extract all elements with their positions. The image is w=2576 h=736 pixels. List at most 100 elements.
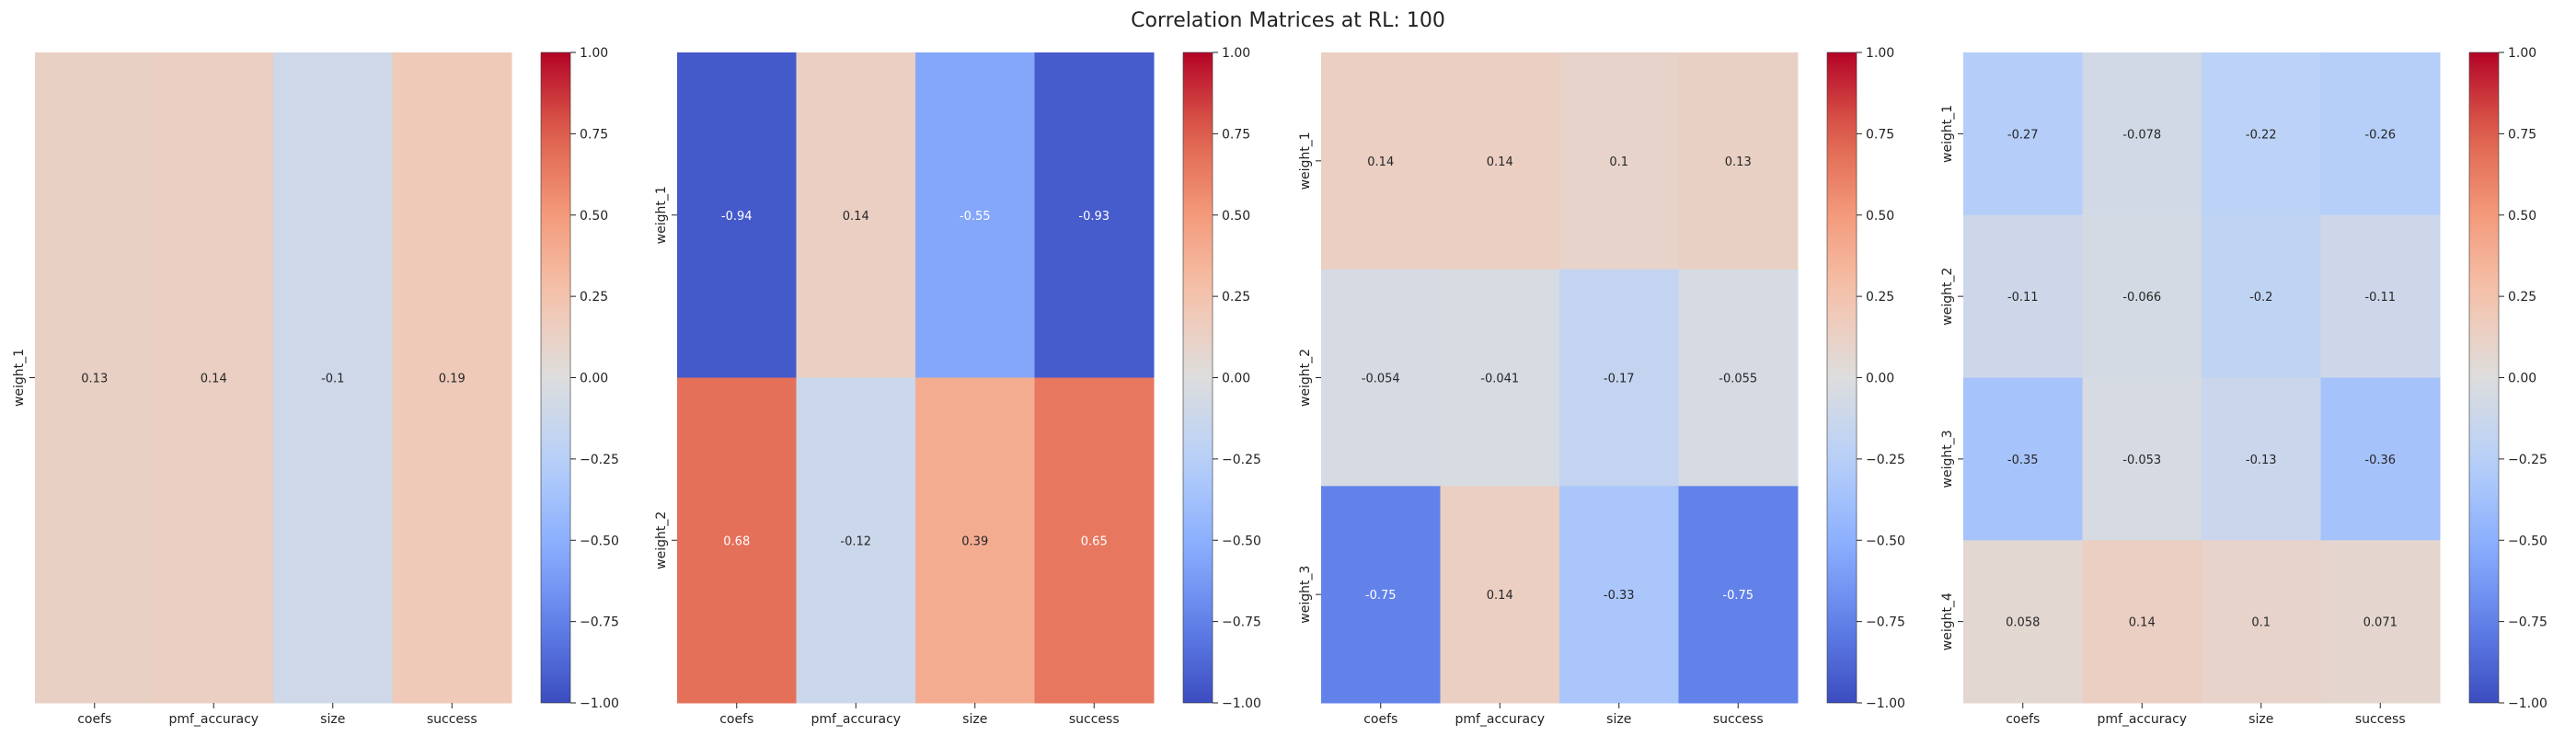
heatmap-cell (1321, 486, 1441, 704)
colorbar-tick-label: −0.25 (1866, 453, 1905, 467)
heatmap-cell (1440, 269, 1560, 487)
heatmap-cell (2082, 52, 2202, 216)
colorbar-tick-label: −0.50 (1222, 534, 1261, 548)
colorbar-tick-label: 0.50 (1866, 209, 1894, 224)
colorbar-tick-label: 0.50 (1222, 209, 1250, 224)
cell-value-label: -0.1 (321, 373, 344, 386)
heatmap-cell (1559, 52, 1679, 270)
heatmap-cell (915, 52, 1035, 378)
cell-value-label: -0.36 (2364, 454, 2396, 467)
cell-value-label: 0.1 (2251, 616, 2271, 630)
cell-value-label: -0.93 (1078, 210, 1110, 224)
cell-value-label: 0.1 (1609, 155, 1628, 169)
cell-value-label: -0.26 (2364, 128, 2396, 142)
heatmap-cell (2320, 214, 2441, 378)
cell-value-label: -0.12 (840, 535, 871, 548)
heatmap-cell (1321, 269, 1441, 487)
colorbar-tick-label: −0.25 (1222, 453, 1261, 467)
cell-value-label: 0.19 (439, 373, 466, 386)
colorbar-tick-label: −0.50 (1866, 534, 1905, 548)
cell-value-label: -0.054 (1362, 373, 1400, 386)
cell-value-label: -0.11 (2364, 291, 2396, 305)
heatmap-cell (1440, 486, 1560, 704)
colorbar-tick-label: −1.00 (1222, 696, 1261, 711)
colorbar-tick-label: 0.75 (1866, 127, 1894, 142)
cell-value-label: -0.055 (1719, 373, 1757, 386)
x-tick-label: pmf_accuracy (168, 712, 259, 727)
heatmap-cell (1559, 269, 1679, 487)
heatmap-cell (1678, 269, 1799, 487)
y-tick-label: weight_1 (654, 186, 669, 244)
heatmap-cell (2320, 377, 2441, 541)
heatmap-cell (1678, 486, 1799, 704)
x-tick-label: success (1069, 712, 1120, 727)
cell-value-label: 0.14 (1367, 155, 1394, 169)
cell-value-label: 0.071 (2363, 616, 2398, 630)
heatmap-cell (796, 52, 916, 378)
y-tick-label: weight_2 (1940, 268, 1955, 326)
x-tick-label: pmf_accuracy (2097, 712, 2187, 727)
heatmap-cell (1034, 377, 1155, 704)
colorbar-tick-label: −0.75 (1222, 615, 1261, 630)
x-tick-label: coefs (1363, 712, 1397, 727)
x-tick-label: pmf_accuracy (811, 712, 901, 727)
heatmap-cell (1678, 52, 1799, 270)
y-tick-label: weight_3 (1940, 430, 1955, 488)
y-tick-label: weight_1 (1298, 132, 1313, 190)
colorbar (541, 52, 570, 703)
heatmap-cell (1963, 52, 2083, 216)
heatmap-cell (796, 377, 916, 704)
heatmap-cell (2202, 377, 2321, 541)
y-tick-label: weight_2 (1298, 349, 1313, 407)
y-tick-label: weight_1 (12, 349, 27, 407)
heatmap-cell (2202, 52, 2321, 216)
colorbar-tick-label: −0.25 (580, 453, 619, 467)
heatmap-cell (1321, 52, 1441, 270)
colorbar-tick-label: −0.75 (1866, 615, 1905, 630)
heatmap-cell (2202, 214, 2321, 378)
colorbar-tick-label: −0.50 (2508, 534, 2547, 548)
colorbar-tick-label: 0.25 (2508, 290, 2536, 305)
colorbar-tick-label: 0.75 (1222, 127, 1250, 142)
colorbar-tick-label: 1.00 (2508, 46, 2536, 61)
x-tick-label: coefs (719, 712, 753, 727)
colorbar-tick-label: −0.75 (580, 615, 619, 630)
colorbar-tick-label: 0.00 (580, 372, 608, 386)
heatmap-cell (1559, 486, 1679, 704)
cell-value-label: -0.94 (721, 210, 753, 224)
cell-value-label: -0.2 (2249, 291, 2272, 305)
cell-value-label: 0.14 (2129, 616, 2156, 630)
cell-value-label: -0.066 (2122, 291, 2161, 305)
heatmap-cell (2320, 540, 2441, 704)
figure-title: Correlation Matrices at RL: 100 (1131, 9, 1445, 32)
cell-value-label: 0.65 (1081, 535, 1108, 548)
heatmap-cell (1963, 377, 2083, 541)
cell-value-label: -0.11 (2007, 291, 2039, 305)
heatmap-cell (677, 52, 797, 378)
x-tick-label: size (1606, 712, 1631, 727)
colorbar (1183, 52, 1213, 703)
colorbar-tick-label: −0.25 (2508, 453, 2547, 467)
colorbar-tick-label: −1.00 (2508, 696, 2547, 711)
x-tick-label: size (962, 712, 987, 727)
cell-value-label: 0.13 (1725, 155, 1752, 169)
colorbar (2469, 52, 2499, 703)
heatmap-cell (2320, 52, 2441, 216)
cell-value-label: -0.55 (960, 210, 991, 224)
colorbar-tick-label: 1.00 (1866, 46, 1894, 61)
colorbar-tick-label: 0.50 (2508, 209, 2536, 224)
heatmap-cell (2082, 377, 2202, 541)
cell-value-label: -0.078 (2122, 128, 2161, 142)
cell-value-label: 0.14 (201, 373, 227, 386)
cell-value-label: -0.75 (1365, 589, 1397, 603)
cell-value-label: -0.33 (1604, 589, 1635, 603)
cell-value-label: 0.39 (961, 535, 988, 548)
colorbar-tick-label: −1.00 (580, 696, 619, 711)
cell-value-label: -0.22 (2246, 128, 2277, 142)
cell-value-label: 0.058 (2006, 616, 2040, 630)
heatmap-cell (677, 377, 797, 704)
heatmap-cell (1440, 52, 1560, 270)
cell-value-label: -0.17 (1604, 373, 1635, 386)
heatmap-cell (1034, 52, 1155, 378)
